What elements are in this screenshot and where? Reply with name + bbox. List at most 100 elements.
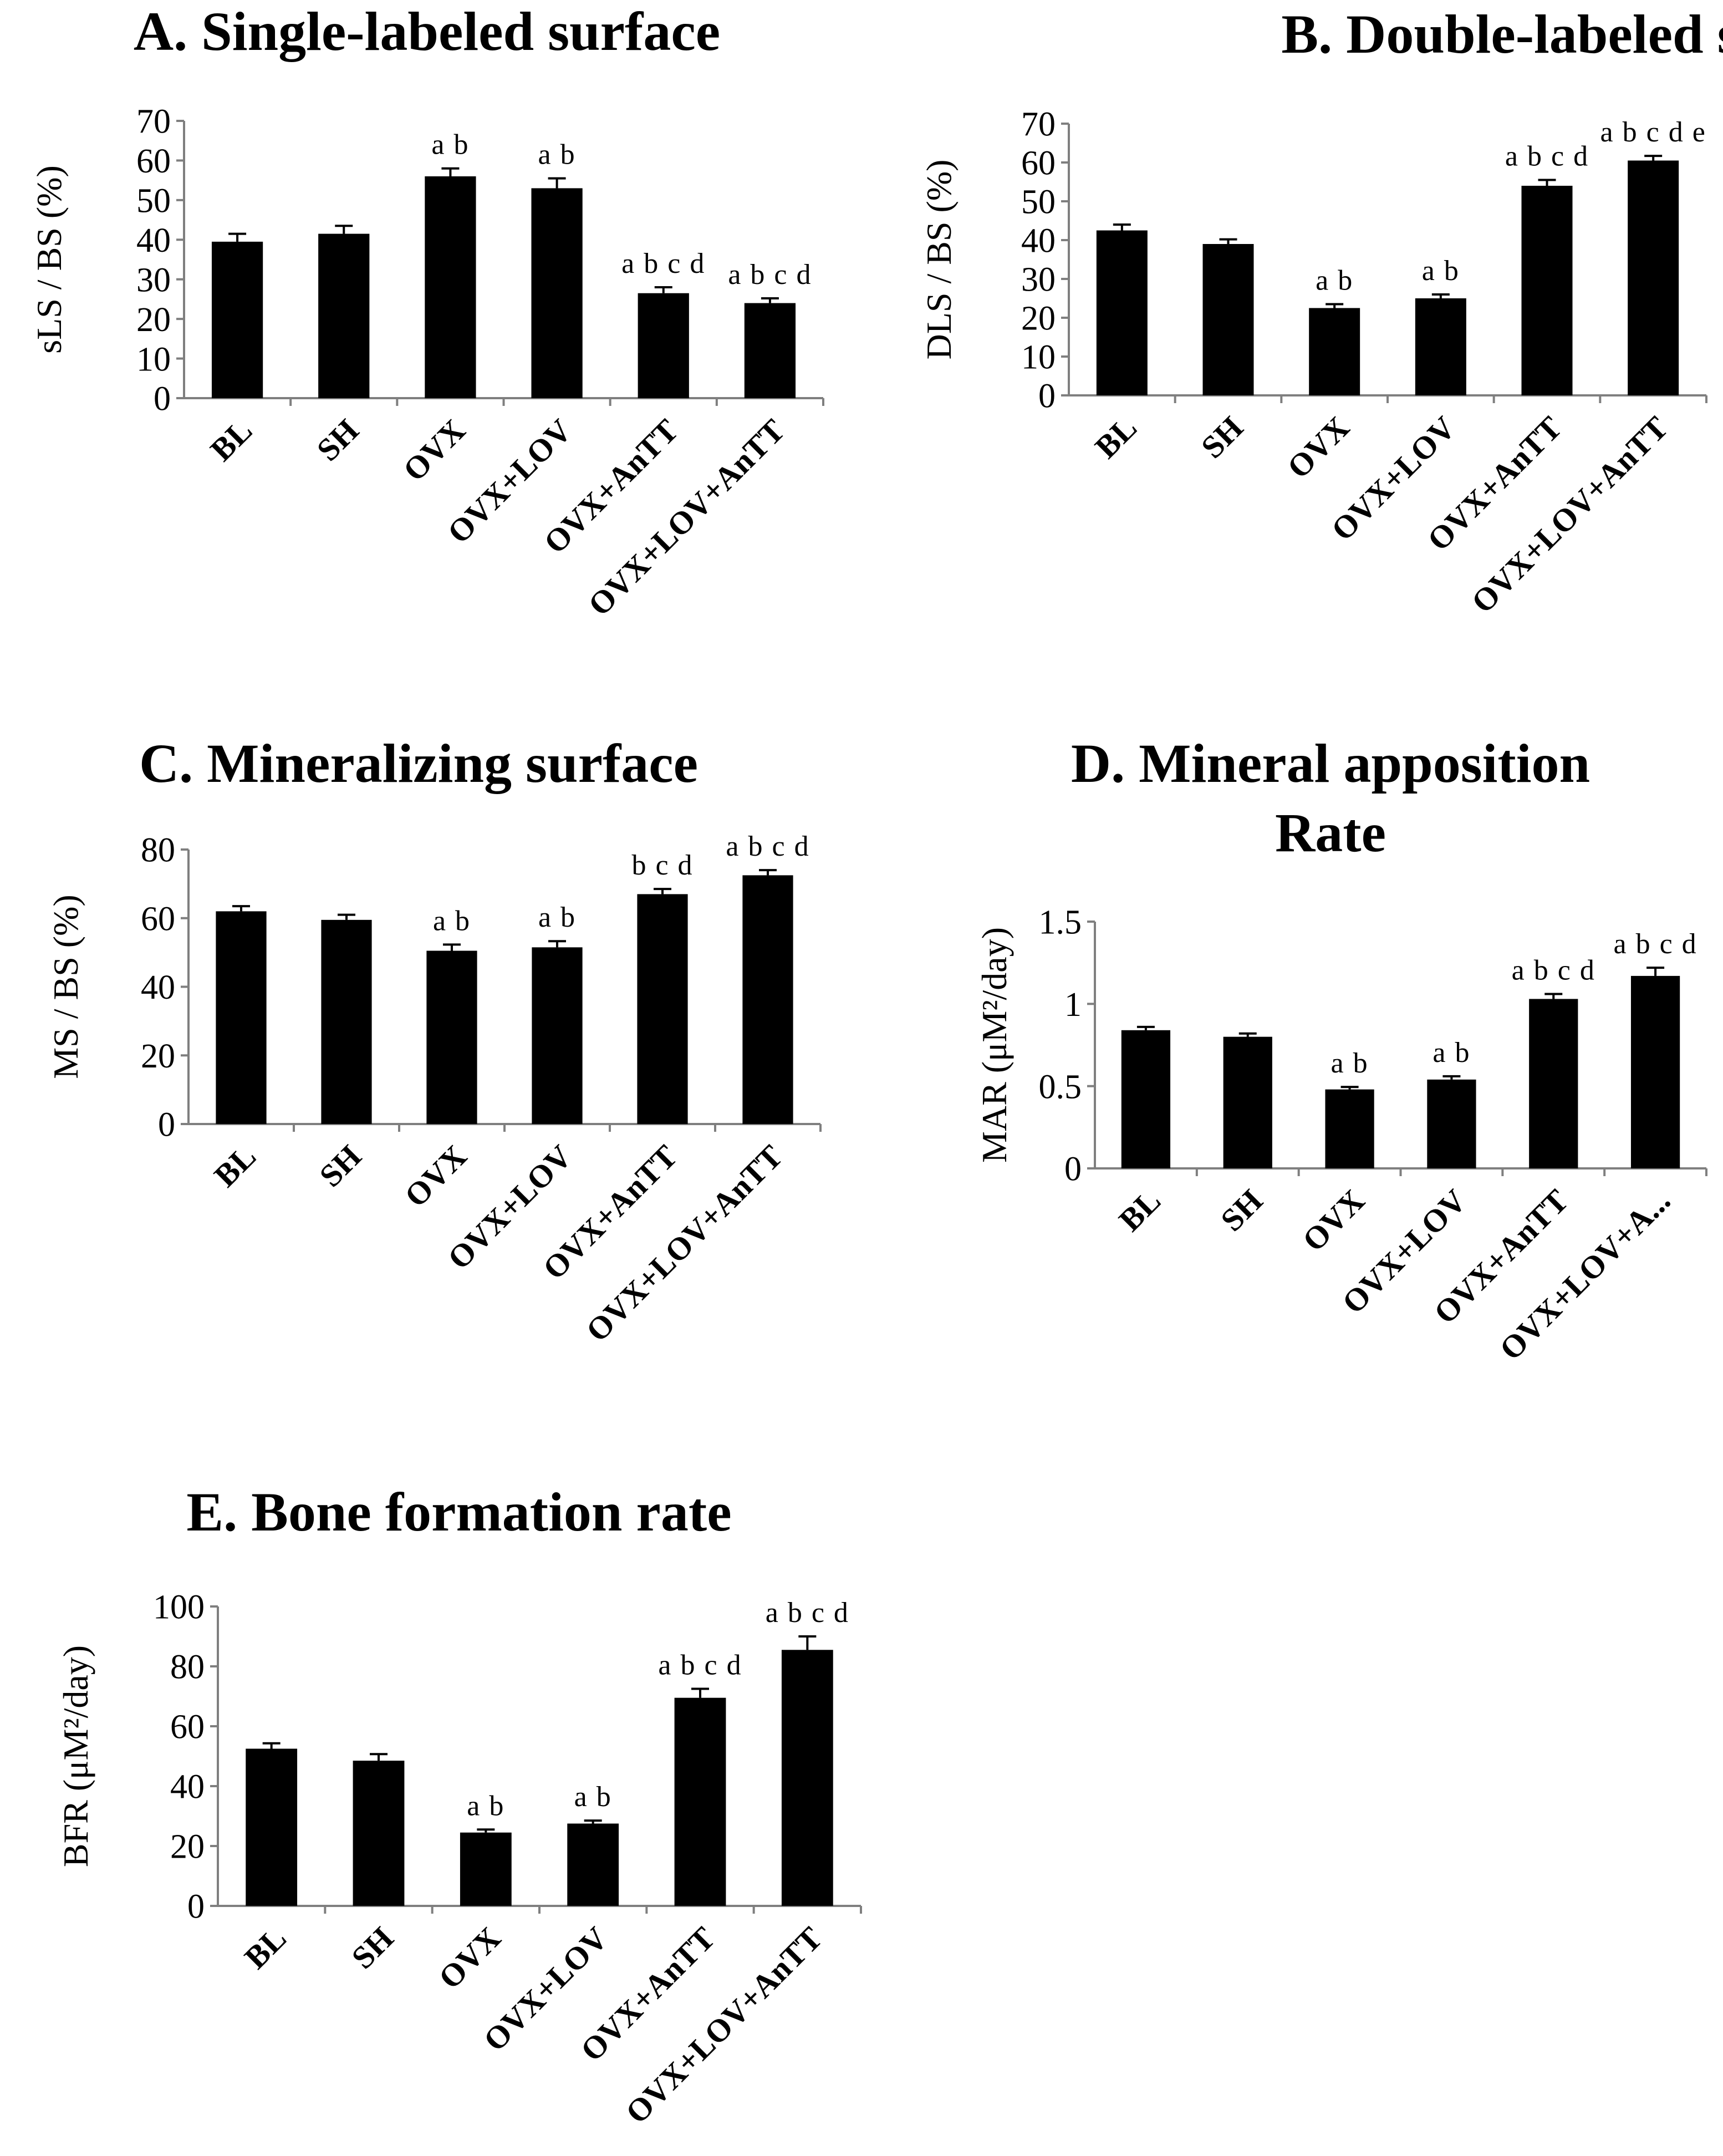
chart-c-bar-1 (216, 911, 267, 1124)
chart-a-sig-label-6: a b c d (728, 259, 812, 291)
chart-a-y-axis-title: sLS / BS (%) (29, 165, 69, 354)
chart-b-category-label-1: BL (1088, 409, 1144, 465)
chart-c-category-label-2: SH (313, 1138, 369, 1194)
chart-b-sig-label-6: a b c d e (1600, 116, 1706, 148)
chart-panel-e: E. Bone formation rate 0 20 40 60 80 100 BFR (μ… (56, 1481, 862, 2130)
chart-d-bar-2 (1223, 1036, 1272, 1168)
chart-c-bar-6 (742, 875, 793, 1124)
chart-c-y-axis-title: MS / BS (%) (46, 894, 85, 1079)
chart-b-bar-6 (1628, 160, 1679, 395)
chart-a-bar-3 (425, 176, 476, 398)
chart-panel-a: A. Single-labeled surface 010203040506070… (29, 1, 824, 623)
chart-e-sig-label-5: a b c d (658, 1650, 742, 1681)
chart-a-y-tick-label: 60 (136, 143, 171, 180)
chart-c-sig-label-5: b c d (631, 850, 693, 881)
chart-b-y-tick-label: 20 (1021, 300, 1056, 338)
chart-c-y-tick-label: 0 (158, 1106, 175, 1144)
chart-e-bar-3 (460, 1832, 512, 1906)
chart-a-y-tick-label: 40 (136, 222, 171, 260)
chart-c-bar-4 (532, 947, 583, 1124)
chart-d-title-line-2: Rate (1275, 802, 1386, 863)
chart-e-sig-label-3: a b (467, 1790, 504, 1822)
chart-c-y-tick-label: 60 (141, 900, 175, 938)
chart-a-category-label-1: BL (203, 412, 259, 468)
chart-c-category-label-1: BL (207, 1138, 263, 1194)
chart-panel-c: C. Mineralizing surface 0 20 40 60 80 MS / BS … (46, 733, 822, 1349)
chart-d-category-label-3: OVX (1296, 1182, 1372, 1258)
chart-e-y-tick-label: 40 (170, 1768, 205, 1806)
chart-b-y-tick-label: 10 (1021, 339, 1056, 377)
chart-e-y-tick-label: 80 (170, 1649, 205, 1686)
chart-c-bar-2 (321, 919, 372, 1124)
chart-b-y-tick-label: 30 (1021, 261, 1056, 299)
chart-a-bar-5 (638, 293, 689, 398)
chart-d-bar-6 (1630, 975, 1680, 1168)
chart-b-category-label-6: OVX+LOV+AnTT (1465, 409, 1675, 620)
chart-b-bar-5 (1521, 186, 1573, 395)
chart-c-y-tick-label: 80 (141, 832, 175, 869)
chart-d-bar-1 (1121, 1030, 1171, 1168)
chart-e-category-label-1: BL (237, 1920, 293, 1976)
chart-b-y-tick-label: 0 (1038, 378, 1056, 415)
chart-b-y-tick-label: 70 (1021, 106, 1056, 144)
chart-c-bar-3 (426, 950, 477, 1124)
chart-d-category-label-2: SH (1214, 1182, 1270, 1238)
chart-d-y-tick-label: 0 (1064, 1151, 1082, 1188)
chart-a-category-label-6: OVX+LOV+AnTT (581, 412, 792, 623)
chart-a-title: A. Single-labeled surface (134, 1, 720, 62)
chart-a-y-tick-label: 10 (136, 340, 171, 378)
chart-e-y-tick-label: 20 (170, 1828, 205, 1866)
chart-b-bar-3 (1309, 308, 1360, 395)
chart-b-bar-2 (1202, 244, 1254, 395)
chart-e-bar-4 (567, 1823, 619, 1906)
chart-b-y-tick-label: 40 (1021, 222, 1056, 260)
chart-d-bar-5 (1529, 999, 1578, 1168)
chart-d-sig-label-4: a b (1433, 1037, 1470, 1069)
chart-b-sig-label-5: a b c d (1505, 141, 1589, 172)
chart-e-sig-label-4: a b (574, 1781, 612, 1813)
chart-e-y-tick-label: 0 (187, 1888, 205, 1926)
chart-d-y-tick-label: 1.5 (1039, 904, 1082, 942)
chart-e-y-axis-title: BFR (μM²/day) (56, 1645, 95, 1867)
chart-c-y-tick-label: 40 (141, 969, 175, 1006)
chart-e-bar-2 (353, 1761, 405, 1906)
chart-b-sig-label-3: a b (1316, 265, 1353, 297)
chart-d-sig-label-5: a b c d (1512, 955, 1595, 987)
chart-a-y-tick-label: 50 (136, 182, 171, 220)
chart-d-sig-label-3: a b (1331, 1048, 1369, 1079)
chart-a-sig-label-5: a b c d (621, 248, 705, 279)
chart-e-category-label-3: OVX (431, 1920, 507, 1996)
chart-a-y-tick-label: 20 (136, 301, 171, 339)
chart-e-sig-label-6: a b c d (766, 1597, 849, 1629)
chart-b-y-tick-label: 60 (1021, 145, 1056, 182)
chart-e-category-label-6: OVX+LOV+AnTT (619, 1920, 829, 2130)
chart-a-y-tick-label: 30 (136, 261, 171, 299)
chart-c-sig-label-6: a b c d (726, 831, 809, 862)
chart-e-bar-5 (674, 1697, 726, 1906)
chart-d-title-line-1: D. Mineral apposition (1071, 733, 1590, 794)
chart-d-bar-4 (1427, 1079, 1476, 1168)
chart-d-y-tick-label: 0.5 (1039, 1068, 1082, 1106)
chart-b-bar-1 (1096, 230, 1148, 395)
chart-c-title: C. Mineralizing surface (139, 733, 698, 794)
chart-c-category-label-3: OVX (397, 1138, 473, 1214)
chart-a-bar-1 (211, 241, 263, 398)
chart-a-bar-4 (531, 188, 583, 398)
chart-c-sig-label-4: a b (538, 902, 576, 933)
chart-e-bar-1 (246, 1748, 298, 1906)
chart-a-category-label-3: OVX (396, 412, 472, 488)
chart-a-bar-2 (318, 233, 370, 398)
chart-c-y-tick-label: 20 (141, 1038, 175, 1075)
chart-a-bar-6 (744, 303, 796, 398)
chart-panel-d: D. Mineral apposition Rate 0 0.5 1 1.5 MAR (μM… (975, 733, 1707, 1367)
chart-e-title: E. Bone formation rate (186, 1481, 731, 1543)
chart-b-y-axis-title: DLS / BS (%) (919, 160, 959, 360)
chart-b-bar-4 (1415, 298, 1466, 395)
chart-c-bar-5 (637, 894, 688, 1124)
chart-d-bar-3 (1325, 1089, 1374, 1168)
chart-b-category-label-3: OVX (1280, 409, 1356, 485)
chart-b-title: B. Double-labeled surface (1281, 3, 1723, 65)
chart-d-category-label-6: OVX+LOV+A... (1492, 1182, 1677, 1367)
chart-b-sig-label-4: a b (1422, 255, 1460, 287)
